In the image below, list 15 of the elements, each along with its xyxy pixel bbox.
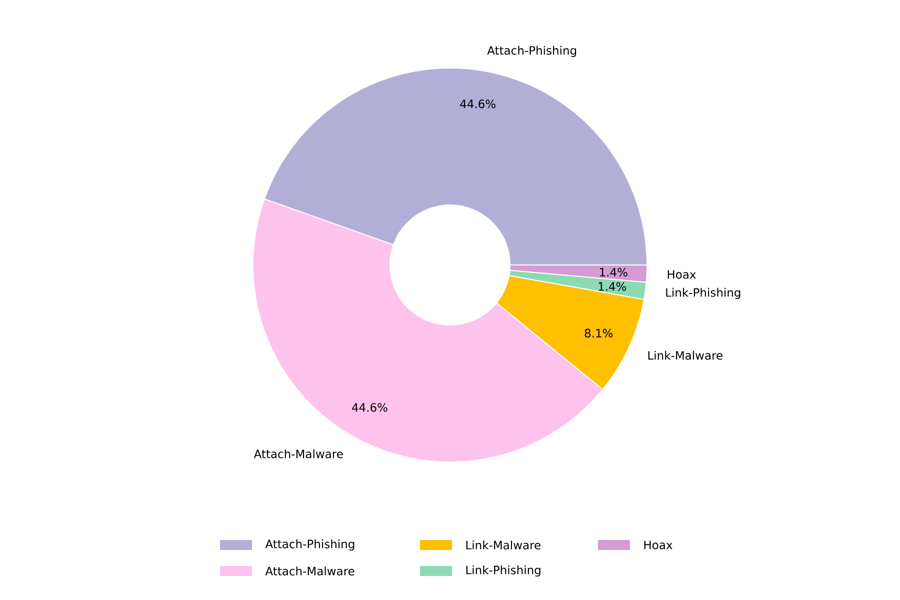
data-label: 1.4%: [600, 268, 628, 277]
legend-label: Link-Malware: [466, 540, 540, 550]
legend-label: Link-Phishing: [466, 565, 540, 577]
slice-label: Attach-Malware: [254, 449, 343, 458]
legend-label: Attach-Malware: [265, 566, 354, 576]
data-label: 44.6%: [460, 100, 496, 108]
data-label: 8.1%: [584, 328, 613, 338]
legend-label: Hoax: [644, 540, 672, 550]
slice-label: Link-Phishing: [666, 288, 740, 300]
slice-label: Link-Malware: [648, 350, 722, 360]
slice-label: Hoax: [668, 270, 696, 279]
data-label: 1.4%: [598, 282, 626, 291]
slice-label: Attach-Phishing: [487, 46, 576, 58]
data-label: 44.6%: [352, 403, 388, 412]
legend-label: Attach-Phishing: [265, 539, 354, 551]
